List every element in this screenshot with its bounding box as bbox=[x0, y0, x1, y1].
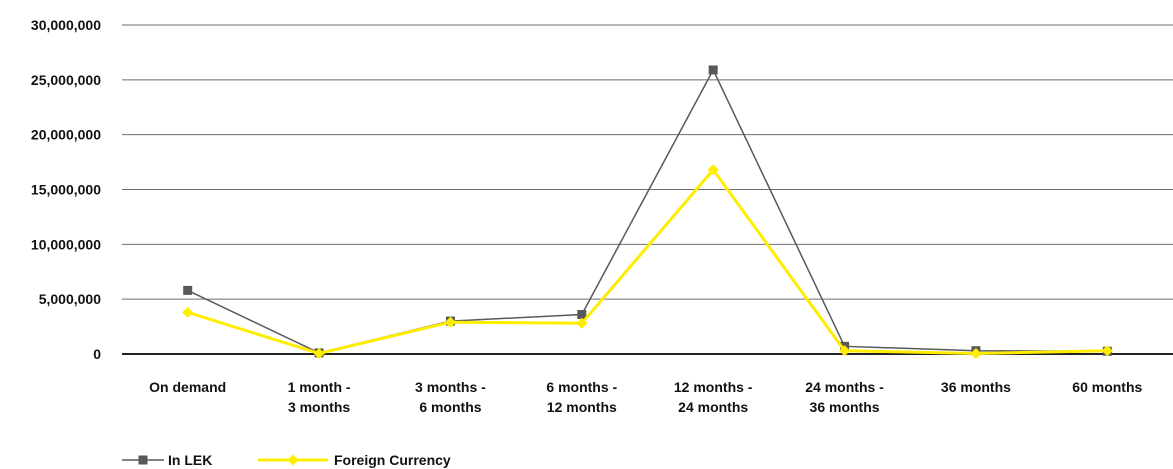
y-tick-label: 5,000,000 bbox=[39, 291, 101, 307]
data-point bbox=[1101, 345, 1113, 357]
y-tick-label: 10,000,000 bbox=[31, 236, 101, 252]
y-tick-label: 20,000,000 bbox=[31, 127, 101, 143]
legend: In LEK Foreign Currency bbox=[122, 452, 451, 468]
data-point bbox=[182, 306, 194, 318]
x-tick-label: 36 months bbox=[941, 379, 1011, 395]
x-tick-label-line: 24 months - bbox=[805, 379, 884, 395]
legend-item: In LEK bbox=[122, 452, 212, 468]
x-tick-label: 24 months - 36 months bbox=[805, 379, 884, 415]
data-point bbox=[577, 310, 587, 320]
y-tick-label: 25,000,000 bbox=[31, 72, 101, 88]
y-tick-label: 15,000,000 bbox=[31, 182, 101, 198]
x-tick-label-line: 60 months bbox=[1072, 379, 1142, 395]
x-tick-label-line: 12 months - bbox=[674, 379, 753, 395]
x-tick-label: 6 months - 12 months bbox=[546, 379, 617, 415]
series-lines bbox=[182, 65, 1113, 359]
x-tick-label-line: 36 months bbox=[941, 379, 1011, 395]
x-axis-tick-labels: On demand 1 month - 3 months 3 months - 6 mo… bbox=[149, 379, 1142, 415]
series-line bbox=[187, 68, 1108, 354]
x-tick-label: On demand bbox=[149, 379, 226, 395]
x-tick-label-line: 6 months bbox=[419, 399, 481, 415]
x-tick-label: 60 months bbox=[1072, 379, 1142, 395]
x-tick-label-line: 3 months bbox=[288, 399, 350, 415]
data-point bbox=[707, 164, 719, 176]
x-tick-label-line: 12 months bbox=[547, 399, 617, 415]
gridlines bbox=[122, 24, 1173, 355]
y-axis-tick-labels: 0 5,000,000 10,000,000 15,000,000 20,000,000… bbox=[31, 17, 101, 362]
legend-label: Foreign Currency bbox=[334, 452, 451, 468]
series-line bbox=[187, 167, 1108, 356]
legend-marker bbox=[287, 454, 299, 466]
legend-marker bbox=[138, 455, 148, 465]
data-point bbox=[708, 65, 718, 75]
y-tick-label: 0 bbox=[93, 346, 101, 362]
data-point bbox=[970, 347, 982, 359]
legend-label: In LEK bbox=[168, 452, 212, 468]
legend-item: Foreign Currency bbox=[258, 452, 451, 468]
series-1 bbox=[182, 164, 1113, 359]
x-tick-label-line: 1 month - bbox=[288, 379, 351, 395]
x-tick-label-line: 36 months bbox=[810, 399, 880, 415]
x-tick-label-line: On demand bbox=[149, 379, 226, 395]
data-point bbox=[313, 347, 325, 359]
x-tick-label-line: 3 months - bbox=[415, 379, 486, 395]
x-tick-label: 3 months - 6 months bbox=[415, 379, 486, 415]
x-tick-label-line: 6 months - bbox=[546, 379, 617, 395]
x-tick-label: 12 months - 24 months bbox=[674, 379, 753, 415]
data-point bbox=[839, 345, 851, 357]
series-0 bbox=[183, 65, 1112, 358]
x-tick-label-line: 24 months bbox=[678, 399, 748, 415]
x-tick-label: 1 month - 3 months bbox=[288, 379, 351, 415]
data-point bbox=[444, 316, 456, 328]
y-tick-label: 30,000,000 bbox=[31, 17, 101, 33]
data-point bbox=[183, 285, 193, 295]
data-point bbox=[576, 317, 588, 329]
